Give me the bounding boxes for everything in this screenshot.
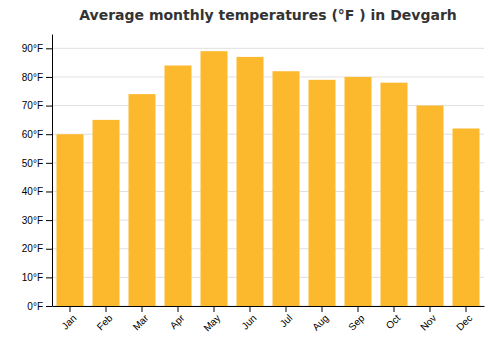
y-tick: 90°F [22, 43, 52, 54]
bar [273, 71, 300, 306]
x-tick-label: Jun [239, 312, 258, 331]
x-tick: Jan [59, 306, 78, 332]
bar [201, 51, 228, 306]
x-tick-label: Jul [278, 312, 295, 329]
bar [345, 77, 372, 306]
grid-line [52, 48, 484, 49]
x-tick-label: Feb [95, 312, 115, 332]
y-tick: 70°F [22, 100, 52, 111]
x-tick-mark [142, 306, 143, 312]
x-tick: Mar [131, 306, 151, 332]
x-tick: May [201, 306, 222, 334]
x-tick: Jun [239, 306, 258, 332]
y-tick-label: 0°F [27, 301, 43, 312]
x-tick-label: Sep [346, 312, 367, 333]
y-tick: 80°F [22, 72, 52, 83]
x-tick: Aug [310, 306, 330, 333]
y-tick-label: 10°F [22, 272, 43, 283]
grid [52, 48, 484, 306]
bars [57, 51, 480, 306]
y-tick: 50°F [22, 158, 52, 169]
x-tick-mark [430, 306, 431, 312]
y-tick-mark [46, 163, 52, 164]
bar [165, 65, 192, 306]
x-tick: Feb [95, 306, 115, 332]
y-tick-label: 20°F [22, 243, 43, 254]
y-tick-label: 30°F [22, 215, 43, 226]
bar [129, 94, 156, 306]
y-axis: 0°F 10°F 20°F 30°F 40°F 50°F 60°F 70°F 80°F 90°F [22, 35, 53, 312]
y-tick-mark [46, 306, 52, 307]
chart: 0°F 10°F 20°F 30°F 40°F 50°F 60°F 70°F 80°F 90°F J… [0, 0, 500, 350]
x-tick-label: Apr [168, 312, 187, 331]
x-axis-line [53, 306, 485, 307]
bar [57, 134, 84, 306]
y-tick: 10°F [22, 272, 52, 283]
y-tick-label: 60°F [22, 129, 43, 140]
x-tick-label: Aug [310, 312, 330, 332]
y-tick-label: 70°F [22, 100, 43, 111]
y-tick: 30°F [22, 215, 52, 226]
x-tick-label: Mar [131, 312, 151, 332]
x-tick: Jul [278, 306, 295, 329]
y-tick-label: 90°F [22, 43, 43, 54]
grid-line [52, 76, 484, 77]
x-tick-mark [286, 306, 287, 312]
bar [237, 57, 264, 306]
x-tick-label: Nov [418, 312, 438, 332]
bar [381, 83, 408, 306]
x-tick: Sep [346, 306, 367, 333]
x-tick: Oct [384, 306, 403, 331]
x-tick-label: Oct [384, 312, 403, 331]
title: Average monthly temperatures (°F ) in De… [79, 7, 457, 23]
x-tick-label: May [201, 312, 222, 333]
x-tick-label: Jan [59, 312, 78, 331]
x-tick-mark [394, 306, 395, 312]
x-tick-mark [106, 306, 107, 312]
x-axis: Jan Feb Mar Apr May Jun Jul Aug Sep Oct Nov Dec [53, 306, 485, 334]
x-tick-label: Dec [454, 312, 474, 332]
x-tick-mark [178, 306, 179, 312]
x-tick: Apr [168, 306, 187, 331]
x-tick-mark [358, 306, 359, 312]
bar [309, 80, 336, 306]
x-tick-mark [250, 306, 251, 312]
x-tick-mark [70, 306, 71, 312]
x-tick: Dec [454, 306, 474, 333]
y-tick: 0°F [27, 301, 52, 312]
y-tick-label: 40°F [22, 186, 43, 197]
y-tick-mark [46, 48, 52, 49]
y-axis-line [52, 35, 53, 307]
y-tick-mark [46, 77, 52, 78]
bar [93, 120, 120, 306]
bar [417, 106, 444, 306]
x-tick-mark [466, 306, 467, 312]
y-tick: 20°F [22, 243, 52, 254]
y-tick-mark [46, 106, 52, 107]
y-tick-label: 50°F [22, 158, 43, 169]
y-tick-label: 80°F [22, 72, 43, 83]
x-tick: Nov [418, 306, 438, 333]
bar [453, 128, 480, 306]
y-tick: 60°F [22, 129, 52, 140]
y-tick-mark [46, 191, 52, 192]
x-tick-mark [322, 306, 323, 312]
y-tick-mark [46, 277, 52, 278]
x-tick-mark [214, 306, 215, 312]
y-tick-mark [46, 134, 52, 135]
plot: 0°F 10°F 20°F 30°F 40°F 50°F 60°F 70°F 80°F 90°F J… [22, 35, 485, 334]
y-tick-mark [46, 220, 52, 221]
y-tick: 40°F [22, 186, 52, 197]
y-tick-mark [46, 249, 52, 250]
